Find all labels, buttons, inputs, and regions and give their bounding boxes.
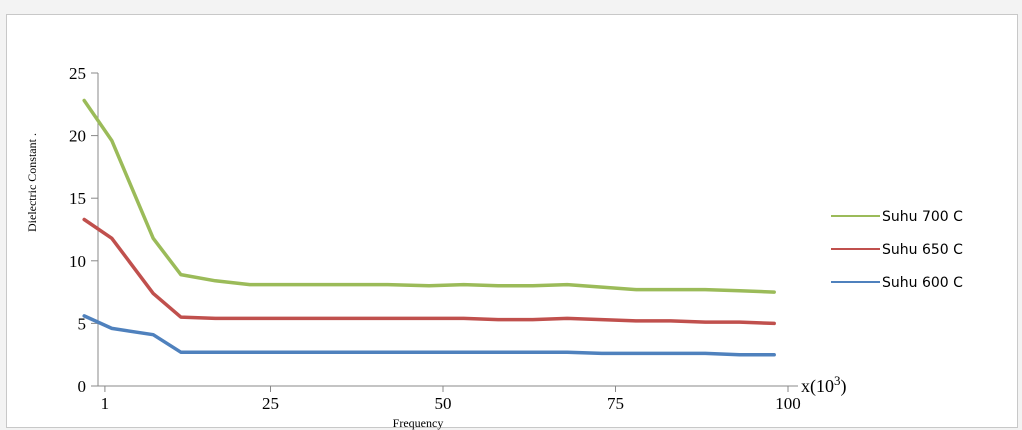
y-tick-label: 0 xyxy=(78,377,87,396)
series-line-1 xyxy=(82,98,776,294)
y-tick-label: 15 xyxy=(69,189,86,208)
x-axis-multiplier-exponent: 3 xyxy=(834,373,841,388)
legend-label-1: Suhu 700 C xyxy=(882,209,963,225)
series-line-2 xyxy=(82,217,776,326)
x-tick-label: 50 xyxy=(435,394,452,413)
x-tick-label: 100 xyxy=(775,394,801,413)
y-tick-label: 5 xyxy=(78,314,87,333)
y-tick-label: 20 xyxy=(69,127,86,146)
y-axis-title: Dielectric Constant . xyxy=(25,133,39,232)
x-axis-multiplier-base: x(10 xyxy=(801,376,834,397)
chart-panel xyxy=(6,14,1018,428)
x-tick-label: 25 xyxy=(262,394,279,413)
legend-label-3: Suhu 600 C xyxy=(882,275,963,291)
x-tick-label: 1 xyxy=(101,394,110,413)
legend-label-2: Suhu 650 C xyxy=(882,242,963,258)
x-tick-label: 75 xyxy=(607,394,624,413)
y-tick-label: 25 xyxy=(69,64,86,83)
x-axis-multiplier-close: ) xyxy=(841,376,847,397)
axes: 0 5 10 15 20 25 1 25 50 75 100 xyxy=(69,64,801,413)
x-axis-title: Frequency xyxy=(393,416,444,430)
x-axis-multiplier: x(103) xyxy=(801,373,847,398)
series-lines xyxy=(82,98,776,357)
y-tick-label: 10 xyxy=(69,252,86,271)
legend: Suhu 700 C Suhu 650 C Suhu 600 C xyxy=(831,209,963,291)
series-line-3 xyxy=(82,314,776,357)
